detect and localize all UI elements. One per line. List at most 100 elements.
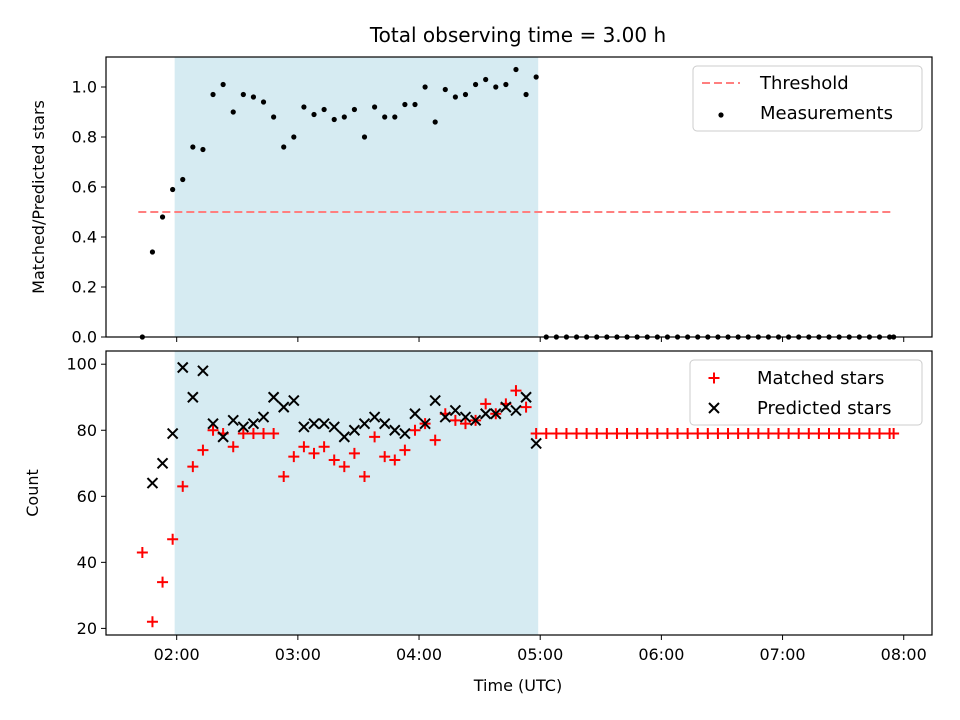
matched-star-point	[520, 401, 532, 413]
matched-star-point	[581, 428, 593, 440]
y-tick-label: 0.8	[72, 128, 97, 147]
matched-star-point	[389, 454, 401, 466]
matched-star-point	[328, 454, 340, 466]
measurement-point	[442, 86, 448, 93]
measurement-point	[452, 94, 458, 100]
matched-star-point	[258, 428, 270, 440]
predicted-star-point	[197, 365, 209, 377]
matched-star-point	[611, 428, 623, 440]
predicted-star-point	[368, 411, 381, 423]
measurement-point	[240, 91, 246, 98]
x-tick-label: 04:00	[396, 645, 442, 664]
matched-star-point	[227, 441, 239, 453]
legend-measurements-swatch	[718, 112, 724, 118]
x-tick-label: 05:00	[517, 645, 563, 664]
predicted-star-point	[419, 417, 431, 430]
legend-box	[692, 65, 923, 132]
measurement-point	[271, 114, 277, 120]
measurement-point	[382, 114, 388, 120]
y-tick-label: 100	[66, 355, 97, 374]
predicted-star-point	[520, 391, 532, 403]
x-tick-label: 07:00	[759, 645, 805, 664]
x-axis-label: Time (UTC)	[473, 676, 562, 695]
matched-star-point	[298, 441, 310, 453]
measurement-point	[180, 176, 186, 183]
matched-star-point	[853, 428, 865, 440]
legend-matched-swatch	[708, 372, 720, 384]
measurement-point	[291, 134, 297, 140]
y-tick-label: 60	[77, 487, 97, 506]
matched-star-point	[762, 428, 774, 440]
matched-star-point	[510, 385, 522, 397]
predicted-star-point	[328, 421, 340, 433]
matched-star-point	[409, 424, 421, 436]
matched-star-point	[672, 428, 684, 440]
predicted-star-point	[358, 417, 371, 430]
legend-measurements-label: Measurements	[760, 103, 893, 124]
matched-star-point	[449, 414, 461, 426]
predicted-star-point	[530, 437, 542, 450]
bottom-y-axis-label: Count	[23, 469, 42, 517]
y-tick-label: 0.2	[72, 278, 97, 297]
matched-star-point	[601, 428, 613, 440]
measurement-point	[170, 186, 176, 193]
matched-star-point	[682, 428, 694, 440]
predicted-star-point	[459, 411, 472, 423]
legend-predicted-label: Predicted stars	[757, 398, 891, 419]
measurement-point	[260, 99, 267, 105]
measurement-point	[503, 81, 509, 88]
matched-star-point	[803, 428, 815, 440]
matched-star-point	[560, 428, 572, 440]
predicted-star-point	[227, 414, 239, 427]
matched-star-point	[752, 428, 764, 440]
measurement-point	[513, 66, 519, 73]
predicted-star-point	[338, 431, 351, 443]
legend: Threshold Measurements	[692, 65, 923, 132]
matched-star-point	[136, 546, 148, 558]
matched-star-point	[641, 428, 653, 440]
matched-star-point	[359, 470, 371, 482]
matched-star-point	[177, 480, 189, 492]
predicted-star-point	[207, 417, 219, 430]
predicted-star-point	[399, 427, 411, 440]
predicted-star-point	[429, 394, 441, 407]
predicted-star-point	[500, 401, 512, 413]
predicted-star-point	[156, 457, 169, 469]
matched-star-point	[379, 451, 391, 463]
matched-star-point	[459, 418, 471, 430]
top-panel: 0.0 0.2 0.4 0.6 0.8 1.0 Threshold Measurements	[72, 56, 933, 347]
matched-star-point	[480, 398, 492, 410]
legend-predicted-swatch	[708, 402, 720, 414]
y-tick-label: 40	[77, 553, 97, 572]
legend-box	[689, 359, 923, 426]
measurement-point	[230, 109, 236, 115]
matched-star-point	[157, 576, 169, 588]
matched-star-point	[783, 428, 795, 440]
matched-star-point	[591, 428, 603, 440]
predicted-star-point	[177, 361, 189, 374]
matched-star-point	[888, 428, 900, 440]
matched-star-point	[348, 447, 360, 459]
matched-star-point	[631, 428, 643, 440]
matched-star-point	[651, 428, 663, 440]
y-tick-label: 20	[77, 619, 97, 638]
matched-star-point	[742, 428, 754, 440]
y-tick-label: 0.0	[72, 328, 97, 347]
x-tick-label: 03:00	[275, 645, 321, 664]
matched-star-point	[146, 616, 158, 628]
matched-star-point	[863, 428, 875, 440]
predicted-star-point	[288, 394, 300, 407]
measurement-point	[321, 106, 327, 113]
predicted-star-point	[348, 424, 361, 436]
predicted-star-point	[479, 408, 492, 420]
observing-span	[174, 57, 539, 337]
measurement-point	[483, 76, 489, 83]
matched-star-point	[237, 428, 249, 440]
matched-star-point	[833, 428, 845, 440]
matched-star-point	[429, 434, 441, 446]
measurement-point	[462, 91, 469, 98]
measurement-point	[472, 81, 479, 88]
matched-star-point	[288, 451, 300, 463]
matched-star-point	[823, 428, 835, 440]
